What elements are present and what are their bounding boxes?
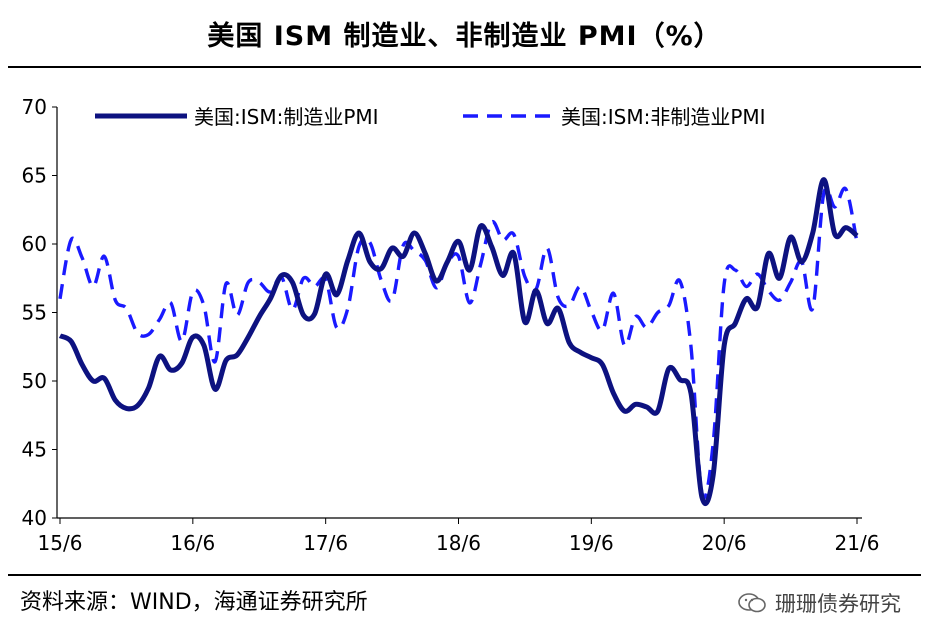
source-divider (8, 574, 921, 576)
x-tick-label: 16/6 (170, 531, 215, 555)
watermark-text: 珊珊债券研究 (775, 592, 901, 616)
y-tick-label: 45 (22, 438, 47, 462)
pmi-line-chart: 40 45 50 55 60 65 70 15/6 16/6 17/6 18/6 19/6 20/6 21… (22, 95, 880, 555)
watermark: 珊珊债券研究 (737, 588, 901, 618)
legend-label: 美国:ISM:制造业PMI (194, 105, 379, 129)
y-tick-label: 65 (22, 164, 47, 188)
chart-legend: 美国:ISM:制造业PMI 美国:ISM:非制造业PMI (95, 105, 766, 129)
title-divider (8, 66, 921, 68)
series-line-manufacturing (58, 177, 859, 506)
y-tick-label: 70 (22, 95, 47, 119)
x-tick-label: 21/6 (835, 531, 880, 555)
x-tick-label: 19/6 (569, 531, 614, 555)
chart-ticks: 40 45 50 55 60 65 70 15/6 16/6 17/6 18/6 19/6 20/6 21… (22, 95, 880, 555)
chart-series (58, 177, 859, 506)
y-tick-label: 55 (22, 301, 47, 325)
x-tick-label: 15/6 (38, 531, 83, 555)
title-bar: 美国 ISM 制造业、非制造业 PMI（%） (0, 0, 929, 66)
legend-label: 美国:ISM:非制造业PMI (561, 105, 766, 129)
y-tick-label: 60 (22, 232, 47, 256)
source-note: 资料来源：WIND，海通证券研究所 (20, 590, 368, 615)
x-tick-label: 20/6 (702, 531, 747, 555)
wechat-icon (738, 593, 766, 613)
series-line-non-manufacturing (58, 186, 859, 500)
chart-title: 美国 ISM 制造业、非制造业 PMI（%） (207, 20, 722, 52)
x-tick-label: 17/6 (303, 531, 348, 555)
y-tick-label: 40 (22, 506, 47, 530)
x-tick-label: 18/6 (436, 531, 481, 555)
y-tick-label: 50 (22, 369, 47, 393)
